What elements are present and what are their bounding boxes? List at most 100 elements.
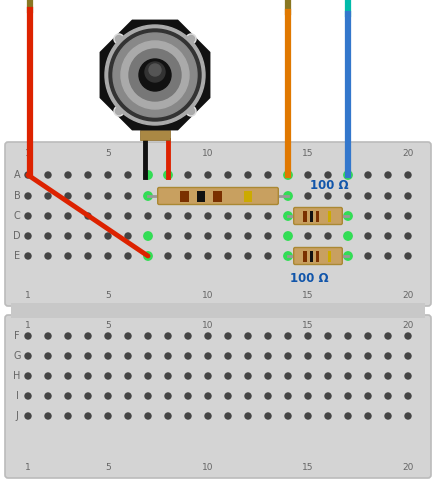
Circle shape xyxy=(125,353,131,359)
Circle shape xyxy=(184,353,191,359)
Text: 1: 1 xyxy=(25,463,31,471)
Circle shape xyxy=(164,333,171,339)
Circle shape xyxy=(244,333,250,339)
Circle shape xyxy=(45,373,51,379)
Circle shape xyxy=(85,253,91,259)
Circle shape xyxy=(324,213,330,219)
Circle shape xyxy=(184,213,191,219)
Circle shape xyxy=(144,252,152,260)
Circle shape xyxy=(145,253,151,259)
Circle shape xyxy=(184,193,191,199)
Circle shape xyxy=(343,212,352,220)
Circle shape xyxy=(65,213,71,219)
FancyBboxPatch shape xyxy=(293,208,342,225)
Circle shape xyxy=(125,233,131,239)
Text: B: B xyxy=(13,191,20,201)
Text: 15: 15 xyxy=(302,290,313,299)
Circle shape xyxy=(224,333,230,339)
Text: 15: 15 xyxy=(302,463,313,471)
Circle shape xyxy=(324,373,330,379)
Circle shape xyxy=(186,106,196,116)
Text: 5: 5 xyxy=(105,322,111,330)
Circle shape xyxy=(204,172,210,178)
Bar xyxy=(213,190,221,201)
Circle shape xyxy=(284,373,290,379)
Circle shape xyxy=(164,393,171,399)
Bar xyxy=(316,211,319,222)
Circle shape xyxy=(224,413,230,419)
Circle shape xyxy=(283,232,292,240)
Circle shape xyxy=(115,35,122,43)
Circle shape xyxy=(129,49,181,101)
Circle shape xyxy=(204,233,210,239)
Circle shape xyxy=(304,253,310,259)
Circle shape xyxy=(264,353,270,359)
Circle shape xyxy=(324,193,330,199)
Circle shape xyxy=(113,33,197,117)
Circle shape xyxy=(145,393,151,399)
Circle shape xyxy=(45,393,51,399)
Circle shape xyxy=(204,193,210,199)
Circle shape xyxy=(264,233,270,239)
Circle shape xyxy=(264,172,270,178)
Circle shape xyxy=(105,393,111,399)
Bar xyxy=(309,251,312,261)
Circle shape xyxy=(284,193,290,199)
Circle shape xyxy=(244,373,250,379)
Circle shape xyxy=(364,373,370,379)
Circle shape xyxy=(184,333,191,339)
Circle shape xyxy=(384,172,390,178)
Circle shape xyxy=(324,353,330,359)
Bar xyxy=(316,251,319,261)
Text: 15: 15 xyxy=(302,148,313,157)
Circle shape xyxy=(344,213,350,219)
Circle shape xyxy=(125,193,131,199)
Circle shape xyxy=(145,353,151,359)
Text: 15: 15 xyxy=(302,322,313,330)
Circle shape xyxy=(65,193,71,199)
Circle shape xyxy=(145,233,151,239)
Circle shape xyxy=(125,172,131,178)
Circle shape xyxy=(404,353,410,359)
Circle shape xyxy=(343,252,352,260)
Circle shape xyxy=(25,353,31,359)
Circle shape xyxy=(184,413,191,419)
Circle shape xyxy=(284,213,290,219)
Circle shape xyxy=(45,353,51,359)
Circle shape xyxy=(65,253,71,259)
Circle shape xyxy=(304,353,310,359)
Bar xyxy=(180,190,188,201)
Circle shape xyxy=(184,172,191,178)
Circle shape xyxy=(384,373,390,379)
Circle shape xyxy=(65,333,71,339)
Circle shape xyxy=(204,373,210,379)
Circle shape xyxy=(85,393,91,399)
Text: 1: 1 xyxy=(25,148,31,157)
Circle shape xyxy=(85,233,91,239)
Circle shape xyxy=(85,373,91,379)
Circle shape xyxy=(344,373,350,379)
Circle shape xyxy=(25,193,31,199)
Circle shape xyxy=(284,253,290,259)
Circle shape xyxy=(204,393,210,399)
Circle shape xyxy=(25,413,31,419)
Circle shape xyxy=(187,108,194,114)
Circle shape xyxy=(105,233,111,239)
Circle shape xyxy=(45,193,51,199)
Circle shape xyxy=(364,333,370,339)
Circle shape xyxy=(384,413,390,419)
Text: D: D xyxy=(13,231,21,241)
Text: 1: 1 xyxy=(25,290,31,299)
Circle shape xyxy=(283,192,292,200)
Bar xyxy=(327,211,330,222)
Circle shape xyxy=(105,193,111,199)
Circle shape xyxy=(244,213,250,219)
Circle shape xyxy=(184,233,191,239)
Circle shape xyxy=(244,172,250,178)
Circle shape xyxy=(224,393,230,399)
Circle shape xyxy=(145,172,151,178)
Circle shape xyxy=(324,333,330,339)
Circle shape xyxy=(244,393,250,399)
Circle shape xyxy=(114,34,124,44)
Circle shape xyxy=(25,253,31,259)
